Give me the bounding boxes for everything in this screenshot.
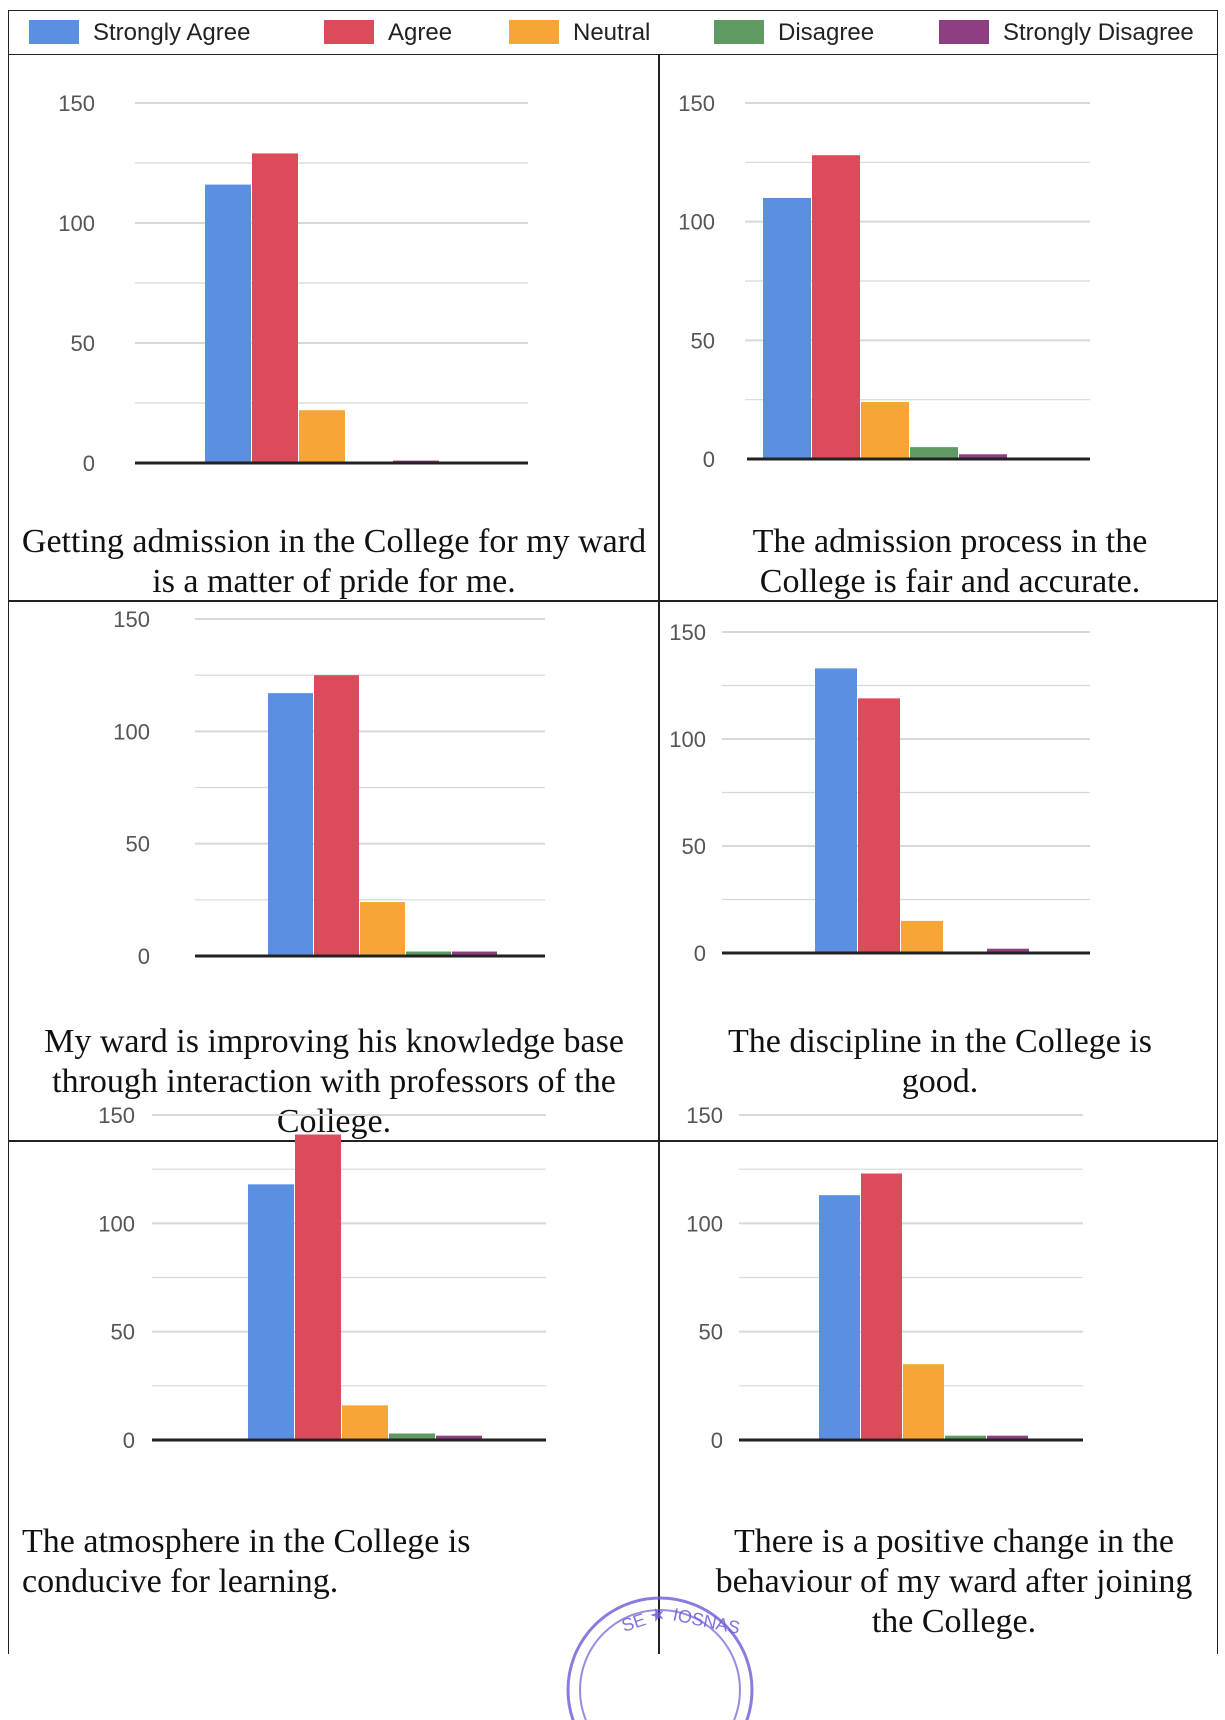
- svg-text:SE ★: SE ★: [619, 1603, 668, 1636]
- legend-label-strongly-agree: Strongly Agree: [93, 19, 251, 46]
- chart-grid-frame: [8, 54, 1218, 1654]
- legend: Strongly Agree Agree Neutral Disagree St…: [8, 10, 1218, 54]
- legend-label-disagree: Disagree: [778, 19, 875, 46]
- survey-chart-page: Strongly Agree Agree Neutral Disagree St…: [8, 10, 1218, 1720]
- legend-swatch-disagree: [714, 20, 764, 44]
- chart-title-3: My ward is improving his knowledge base …: [44, 1023, 624, 1140]
- grid-divider-vertical: [658, 54, 660, 1654]
- grid-divider-row-1: [8, 600, 1218, 602]
- college-seal-stamp: SE ★ IOSNAS: [566, 1596, 754, 1720]
- legend-swatch-strongly-disagree: [939, 20, 989, 44]
- chart-title-4: The discipline in the College is good.: [728, 1023, 1152, 1100]
- chart-title-2: The admission process in the College is …: [752, 523, 1148, 600]
- legend-swatch-agree: [324, 20, 374, 44]
- grid-divider-row-2: [8, 1140, 1218, 1142]
- legend-label-agree: Agree: [388, 19, 453, 46]
- chart-title-5: The atmosphere in the College is conduci…: [22, 1523, 471, 1600]
- legend-label-neutral: Neutral: [573, 19, 651, 46]
- chart-title-6: There is a positive change in the behavi…: [715, 1523, 1193, 1640]
- legend-swatch-neutral: [509, 20, 559, 44]
- chart-title-1: Getting admission in the College for my …: [21, 523, 647, 600]
- legend-swatch-strongly-agree: [29, 20, 79, 44]
- legend-label-strongly-disagree: Strongly Disagree: [1003, 19, 1194, 46]
